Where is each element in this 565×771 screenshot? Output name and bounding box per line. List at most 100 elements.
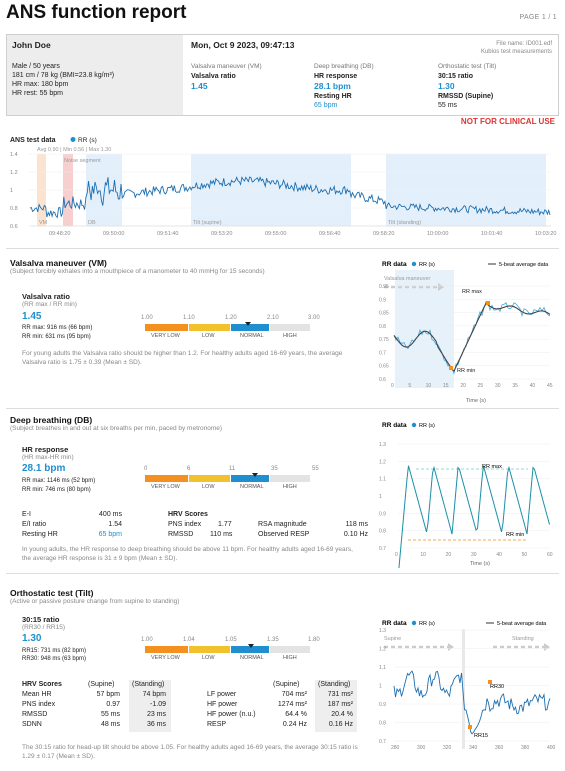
patient-hr-max: HR max: 180 bpm	[12, 81, 69, 88]
xtick-label: 300	[417, 745, 426, 751]
xtick-label: 50	[522, 552, 528, 558]
db-min-label: RR min	[506, 532, 524, 538]
tilt-meanhr-standing: 74 bpm	[142, 691, 166, 698]
tilt-section-title: Orthostatic test (Tilt)	[10, 588, 94, 598]
tilt-rr15-marker	[468, 725, 472, 729]
db-scale-very-low: VERY LOW	[151, 484, 180, 490]
xtick-label: 0	[391, 383, 394, 389]
ytick-label: 1.2	[379, 647, 386, 653]
tilt-right-col-standing: (Standing)	[318, 681, 351, 688]
ans-ytick-label: 1	[10, 188, 13, 194]
xtick-label: 380	[521, 745, 530, 751]
vm-scale-low: LOW	[202, 333, 215, 339]
ytick-label: 0.9	[379, 702, 386, 708]
tilt-hfnu-standing: 20.4 %	[331, 711, 353, 718]
vm-summary-heading: Valsalva maneuver (VM)	[191, 63, 262, 70]
tilt-rmssd-standing: 23 ms	[146, 711, 166, 718]
report-title: ANS function report	[6, 2, 187, 23]
ytick-label: 0.7	[379, 546, 386, 552]
db-max-label: RR max	[482, 464, 502, 470]
db-rsa-label: RSA magnitude	[258, 521, 307, 528]
vm-rr-max-marker	[486, 301, 490, 305]
tilt-scale-very-low: VERY LOW	[151, 655, 180, 661]
vm-legend-2: 5-beat average data	[499, 262, 549, 268]
tilt-region2-label: Standing	[512, 636, 534, 642]
db-rr-min: RR min: 746 ms (80 bpm)	[22, 487, 91, 493]
vm-scale-tick-1: 1.10	[183, 315, 195, 321]
db-scale-normal: NORMAL	[240, 484, 264, 490]
db-legend-marker	[411, 422, 417, 428]
session-device: Kubios test measurements	[480, 49, 552, 55]
db-rr-series	[397, 465, 550, 579]
db-rsa-value: 118 ms	[345, 521, 368, 528]
xtick-label: 340	[469, 745, 478, 751]
db-rmssd-label: RMSSD	[168, 531, 194, 538]
ans-stats: Avg 0.90 | Min 0.56 | Max 1.30	[37, 147, 111, 153]
tilt-legend-2: 5-beat average data	[497, 621, 547, 627]
db-section-title: Deep breathing (DB)	[10, 415, 93, 425]
tilt-result-value: 1.30	[22, 633, 42, 644]
ans-xtick-label: 10:01:40	[481, 231, 502, 237]
ans-xtick-label: 09:51:40	[157, 231, 178, 237]
db-scale-high: HIGH	[283, 484, 297, 490]
ytick-label: 0.7	[379, 350, 386, 356]
ytick-label: 1.1	[379, 665, 386, 671]
tilt-summary-label: 30:15 ratio	[438, 73, 474, 80]
tilt-scale-tick-2: 1.05	[225, 637, 237, 643]
ans-chart-title: ANS test data	[10, 137, 56, 144]
tilt-summary-heading: Orthostatic test (Tilt)	[438, 63, 497, 70]
xtick-label: 280	[391, 745, 400, 751]
tilt-right-col-supine: (Supine)	[273, 681, 300, 688]
tilt-scale-normal: NORMAL	[240, 655, 264, 661]
vm-rr-max: RR max: 916 ms (66 bpm)	[22, 325, 93, 331]
ytick-label: 0.8	[379, 721, 386, 727]
page-label: PAGE 1 / 1	[519, 14, 557, 21]
ans-legend: RR (s)	[78, 137, 97, 144]
ytick-label: 1.1	[379, 477, 386, 483]
vm-axes: 0.95 0.9 0.85 0.8 0.75 0.7 0.65 0.6 0 5 10 15 20 25 30…	[379, 284, 553, 389]
patient-age: Male / 50 years	[12, 63, 60, 70]
tilt-left-col-supine: (Supine)	[88, 681, 115, 688]
tilt-pns-label: PNS index	[22, 701, 56, 708]
tilt-scale-high: HIGH	[283, 655, 297, 661]
db-resp-label: Observed RESP	[258, 531, 310, 538]
ytick-label: 0.95	[379, 284, 389, 290]
xtick-label: 30	[495, 383, 501, 389]
tilt-meanhr-supine: 57 bpm	[96, 691, 120, 698]
db-rr-chart: RR data RR (s) 1.3 1.2 1.1 1 0.9 0.8 0.7 0 10 20 3…	[378, 418, 558, 579]
db-metrics: E-I 400 ms E/I ratio 1.54 Resting HR 65 bpm	[22, 510, 122, 540]
tilt-summary-value2: 55 ms	[438, 102, 458, 109]
ans-xtick-label: 09:58:20	[373, 231, 394, 237]
db-pns-value: 1.77	[218, 521, 232, 528]
tilt-rr-chart: RR data RR (s) 5-beat average data Supin…	[378, 616, 558, 766]
vm-rr-svg: RR data RR (s) 5-beat average data Valsa…	[379, 261, 553, 404]
ytick-label: 0.85	[379, 311, 389, 317]
tilt-lf-supine: 704 ms²	[281, 691, 307, 698]
ytick-label: 1	[379, 494, 382, 500]
db-summary-value2: 65 bpm	[314, 102, 338, 109]
db-pns-label: PNS index	[168, 521, 202, 528]
ans-ytick-label: 0.8	[10, 206, 18, 212]
tilt-rr15-label: RR15	[474, 733, 488, 739]
db-axes: 1.3 1.2 1.1 1 0.9 0.8 0.7 0 10 20 30 40 50 60	[379, 442, 553, 558]
vm-summary-value: 1.45	[191, 81, 208, 91]
vm-scale-tick-0: 1.00	[141, 315, 153, 321]
ans-xtick-label: 09:50:00	[103, 231, 124, 237]
ans-overview-svg: 1.41.210.80.6 09:48:20 09:50:00 09:51:40 09…	[10, 137, 556, 237]
ytick-label: 0.9	[379, 511, 386, 517]
vm-scale-high: HIGH	[283, 333, 297, 339]
tilt-pns-supine: 0.97	[106, 701, 120, 708]
vm-scale-tick-2: 1.20	[225, 315, 237, 321]
patient-hr-rest: HR rest: 55 bpm	[12, 90, 63, 97]
xtick-label: 400	[547, 745, 556, 751]
db-xlabel: Time (s)	[470, 561, 490, 567]
tilt-hfnu-label: HF power (n.u.)	[207, 711, 256, 718]
xtick-label: 45	[547, 383, 553, 389]
tilt-region1-label: Supine	[384, 636, 401, 642]
db-scale-tick-0: 0	[144, 466, 148, 472]
db-scale-tick-4: 55	[312, 466, 319, 472]
ans-xtick-label: 09:56:40	[319, 231, 340, 237]
db-hrv-title: HRV Scores	[168, 511, 208, 518]
vm-summary-label: Valsalva ratio	[191, 73, 236, 80]
tilt-transition-bg	[462, 629, 465, 749]
